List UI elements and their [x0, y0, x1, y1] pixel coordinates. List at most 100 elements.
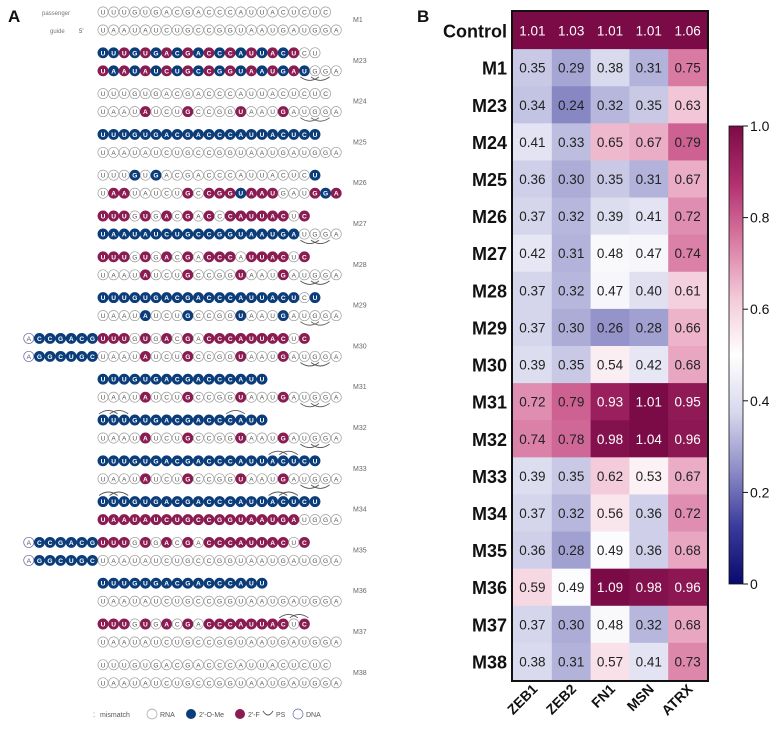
nucleotide-letter: C [164, 109, 169, 116]
nucleotide-letter: U [111, 540, 116, 547]
nucleotide-letter: U [122, 254, 127, 261]
nucleotide-letter: C [175, 418, 180, 425]
nucleotide-letter: A [291, 232, 296, 239]
nucleotide-letter: C [281, 540, 286, 547]
nucleotide [161, 414, 173, 426]
nucleotide [224, 577, 236, 589]
nucleotide [298, 350, 310, 362]
nucleotide [298, 187, 310, 199]
construct-label: M36 [353, 588, 367, 595]
nucleotide-letter: G [323, 150, 328, 157]
cell-value-label: 0.98 [636, 580, 662, 595]
nucleotide [309, 47, 321, 59]
nucleotide-letter: A [334, 28, 339, 35]
nucleotide [150, 554, 162, 566]
nucleotide-letter: U [238, 313, 243, 320]
nucleotide-letter: A [260, 191, 265, 198]
nucleotide-letter: G [312, 680, 317, 687]
nucleotide [245, 350, 257, 362]
nucleotide-letter: G [79, 354, 84, 361]
nucleotide-letter: G [132, 418, 137, 425]
nucleotide-letter: A [196, 173, 201, 180]
nucleotide-letter: U [249, 132, 254, 139]
nucleotide-letter: C [228, 173, 233, 180]
nucleotide-letter: A [291, 517, 296, 524]
nucleotide-letter: A [238, 50, 243, 57]
cell-value-label: 0.41 [636, 209, 662, 224]
nucleotide-letter: A [334, 680, 339, 687]
nucleotide [171, 432, 183, 444]
nucleotide-letter: G [281, 640, 286, 647]
nucleotide-letter: C [207, 28, 212, 35]
nucleotide [129, 432, 141, 444]
nucleotide [214, 128, 226, 140]
nucleotide [214, 659, 226, 671]
nucleotide [108, 432, 120, 444]
nucleotide-letter: C [281, 214, 286, 221]
nucleotide-letter: A [239, 173, 244, 180]
nucleotide [108, 659, 120, 671]
nucleotide-letter: C [207, 517, 212, 524]
heatmap-cell [668, 494, 708, 533]
nucleotide-letter: A [143, 558, 148, 565]
cell-value-label: 0.30 [558, 320, 584, 335]
nucleotide-letter: C [207, 150, 212, 157]
nucleotide-letter: A [164, 10, 169, 17]
heatmap-cell [668, 234, 708, 273]
nucleotide-letter: U [101, 540, 106, 547]
nucleotide [150, 146, 162, 158]
nucleotide [150, 659, 162, 671]
row-label: M38 [472, 652, 507, 672]
heatmap-cell [668, 642, 708, 681]
nucleotide [235, 496, 247, 508]
nucleotide [235, 455, 247, 467]
nucleotide-letter: U [175, 232, 180, 239]
nucleotide-letter: C [58, 354, 63, 361]
nucleotide [235, 618, 247, 630]
nucleotide [118, 6, 130, 18]
heatmap-cell [668, 197, 708, 236]
nucleotide [161, 514, 173, 526]
nucleotide [298, 169, 310, 181]
nucleotide [129, 618, 141, 630]
nucleotide [171, 210, 183, 222]
nucleotide-letter: A [122, 354, 127, 361]
nucleotide-letter: A [111, 640, 116, 647]
cell-value-label: 0.95 [674, 395, 700, 410]
nucleotide [235, 391, 247, 403]
nucleotide [171, 514, 183, 526]
nucleotide-letter: A [260, 599, 265, 606]
nucleotide-letter: C [207, 499, 212, 506]
nucleotide-letter: A [260, 517, 265, 524]
nucleotide-letter: A [260, 476, 265, 483]
nucleotide-letter: A [196, 622, 201, 629]
cell-value-label: 0.30 [558, 172, 584, 187]
nucleotide [118, 310, 130, 322]
nucleotide [139, 659, 151, 671]
nucleotide-letter: G [217, 558, 222, 565]
nucleotide [97, 659, 109, 671]
nucleotide [97, 128, 109, 140]
nucleotide-letter: G [185, 377, 190, 384]
nucleotide-letter: C [37, 336, 42, 343]
nucleotide [256, 577, 268, 589]
extension-nucleotide [44, 332, 56, 344]
nucleotide-letter: A [143, 28, 148, 35]
nucleotide [235, 332, 247, 344]
nucleotide [277, 391, 289, 403]
nucleotide-letter: C [79, 540, 84, 547]
nucleotide-letter: C [228, 540, 233, 547]
nucleotide [224, 310, 236, 322]
nucleotide-letter: G [217, 313, 222, 320]
nucleotide-letter: G [185, 68, 190, 75]
nucleotide-letter: C [228, 458, 233, 465]
nucleotide-letter: C [164, 354, 169, 361]
nucleotide [97, 391, 109, 403]
nucleotide [267, 595, 279, 607]
nucleotide [320, 65, 332, 77]
nucleotide [245, 514, 257, 526]
nucleotide [161, 473, 173, 485]
heatmap-column-labels: ZEB1 ZEB2 FN1 MSN ATRX [504, 680, 696, 718]
extension-nucleotide [76, 332, 88, 344]
